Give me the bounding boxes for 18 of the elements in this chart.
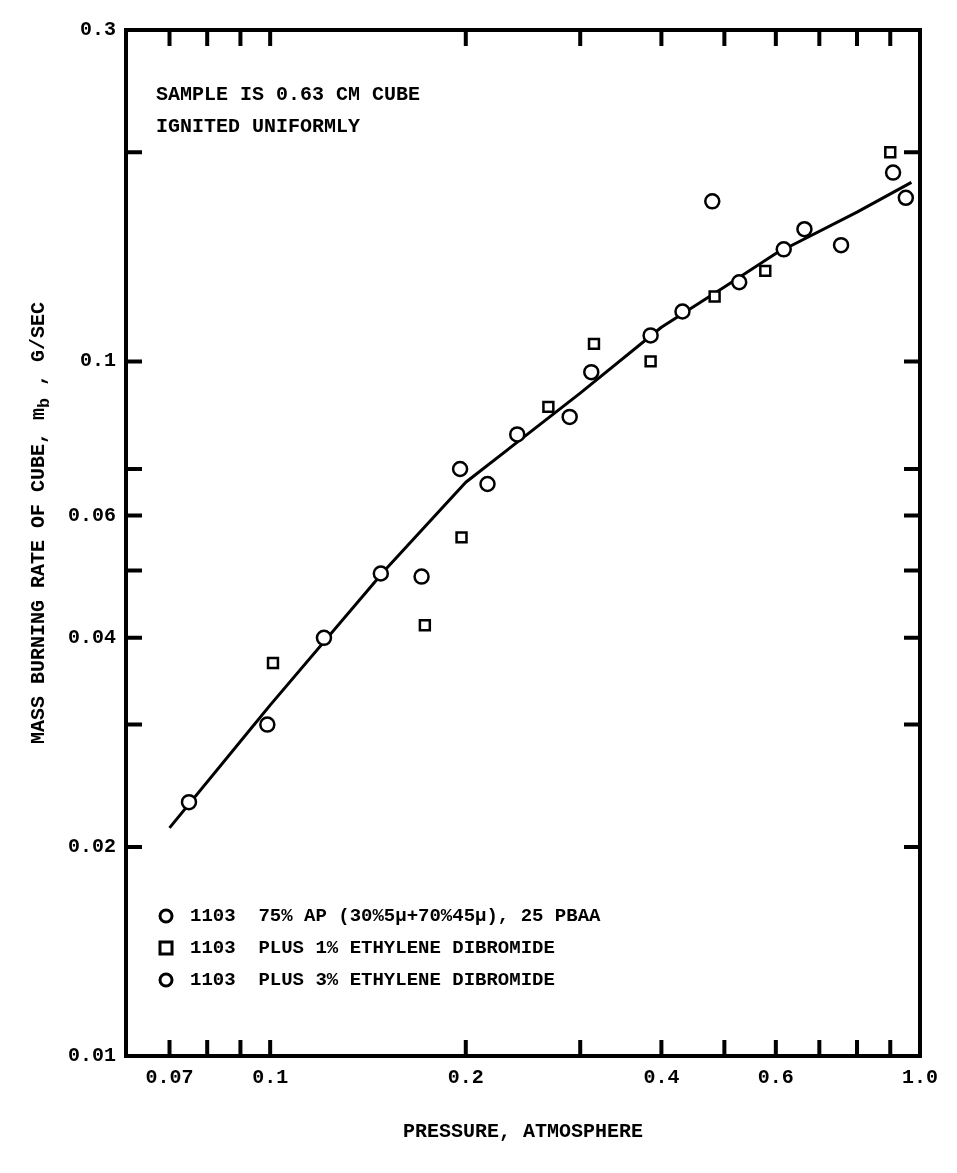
x-tick-label: 0.4: [643, 1066, 680, 1090]
x-tick-label: 0.07: [145, 1066, 194, 1090]
annotation: IGNITED UNIFORMLY: [156, 115, 361, 139]
x-tick-label: 0.6: [757, 1066, 794, 1090]
legend-label: 1103 75% AP (30%5μ+70%45μ), 25 PBAA: [190, 904, 602, 927]
y-tick-label: 0.06: [67, 503, 117, 527]
x-tick-label: 1.0: [901, 1066, 938, 1090]
x-axis-title: PRESSURE, ATMOSPHERE: [402, 1120, 644, 1144]
annotation: SAMPLE IS 0.63 CM CUBE: [156, 83, 421, 107]
legend-label: 1103 PLUS 3% ETHYLENE DIBROMIDE: [190, 968, 555, 991]
y-tick-label: 0.3: [79, 18, 117, 42]
x-tick-label: 0.2: [447, 1066, 484, 1090]
y-tick-label: 0.1: [79, 349, 117, 373]
x-tick-label: 0.1: [252, 1066, 289, 1090]
y-tick-label: 0.02: [67, 834, 117, 858]
y-tick-label: 0.01: [67, 1044, 117, 1068]
legend-label: 1103 PLUS 1% ETHYLENE DIBROMIDE: [190, 936, 555, 959]
y-tick-label: 0.04: [67, 625, 117, 649]
